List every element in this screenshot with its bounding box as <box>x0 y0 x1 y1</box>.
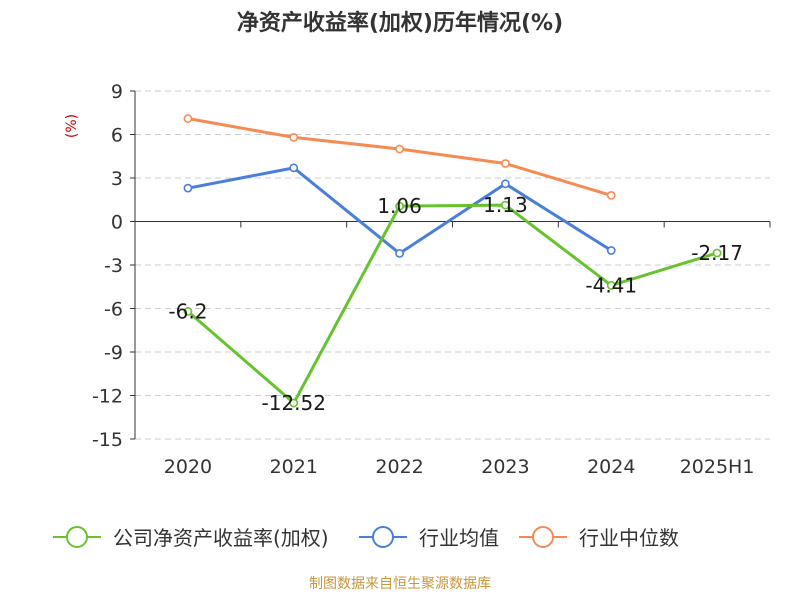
data-point[interactable] <box>289 398 299 408</box>
series-line-0 <box>186 203 718 405</box>
x-tick-label: 2020 <box>164 456 212 478</box>
y-tick-label: 3 <box>111 168 123 190</box>
legend-item-1[interactable]: 行业均值 <box>359 526 499 550</box>
y-tick-label: 6 <box>111 125 123 147</box>
data-label: 1.06 <box>377 194 422 218</box>
y-tick-label: -3 <box>104 255 123 277</box>
legend-label: 公司净资产收益率(加权) <box>113 526 329 550</box>
data-label: -6.2 <box>168 299 207 323</box>
legend-item-2[interactable]: 行业中位数 <box>519 526 679 550</box>
data-point[interactable] <box>289 132 299 142</box>
data-label: -12.52 <box>262 391 326 415</box>
y-tick-label: -6 <box>104 299 123 321</box>
x-tick-label: 2023 <box>481 456 529 478</box>
data-point[interactable] <box>395 248 404 258</box>
y-tick-label: 9 <box>111 81 123 103</box>
series-layer: -6.2 -12.52 1.06 1.13 -4.41 -2.17 <box>168 114 743 415</box>
y-tick-label: -9 <box>104 342 123 364</box>
y-tick-label: -12 <box>92 386 123 408</box>
data-point[interactable] <box>501 159 510 168</box>
data-point[interactable] <box>606 190 616 200</box>
axes: 9 6 3 0 -3 -6 -9 -12 -15 2020 2021 2022 2023 2024 2025… <box>92 81 771 478</box>
data-point[interactable] <box>501 179 510 189</box>
legend-label: 行业中位数 <box>579 526 679 550</box>
source-note: 制图数据来自恒生聚源数据库 <box>309 576 491 592</box>
legend[interactable]: 公司净资产收益率(加权) 行业均值 行业中位数 <box>53 526 679 550</box>
data-point[interactable] <box>183 306 193 316</box>
data-point[interactable] <box>183 183 193 193</box>
data-label: 1.13 <box>483 193 528 217</box>
data-point[interactable] <box>501 200 510 210</box>
x-tick-label: 2025H1 <box>680 456 755 478</box>
data-point[interactable] <box>395 201 404 211</box>
y-tick-label: -15 <box>92 429 123 451</box>
data-label: -2.17 <box>691 241 743 265</box>
legend-label: 行业均值 <box>419 526 499 550</box>
y-axis-label: (%) <box>64 114 80 138</box>
data-point[interactable] <box>606 246 616 255</box>
x-tick-label: 2022 <box>375 456 423 478</box>
legend-item-0[interactable]: 公司净资产收益率(加权) <box>53 526 329 550</box>
y-tick-label: 0 <box>111 212 123 234</box>
legend-marker <box>66 526 88 548</box>
series-line-2 <box>187 117 612 197</box>
data-point[interactable] <box>183 114 193 123</box>
x-tick-label: 2024 <box>587 456 635 478</box>
data-point[interactable] <box>289 163 299 173</box>
data-label: -4.41 <box>585 273 637 297</box>
data-point[interactable] <box>395 144 404 154</box>
data-point[interactable] <box>712 248 722 258</box>
data-point[interactable] <box>606 281 616 290</box>
legend-marker <box>372 526 394 548</box>
legend-marker <box>532 526 554 548</box>
chart-title: 净资产收益率(加权)历年情况(%) <box>237 10 563 36</box>
x-tick-label: 2021 <box>270 456 318 478</box>
